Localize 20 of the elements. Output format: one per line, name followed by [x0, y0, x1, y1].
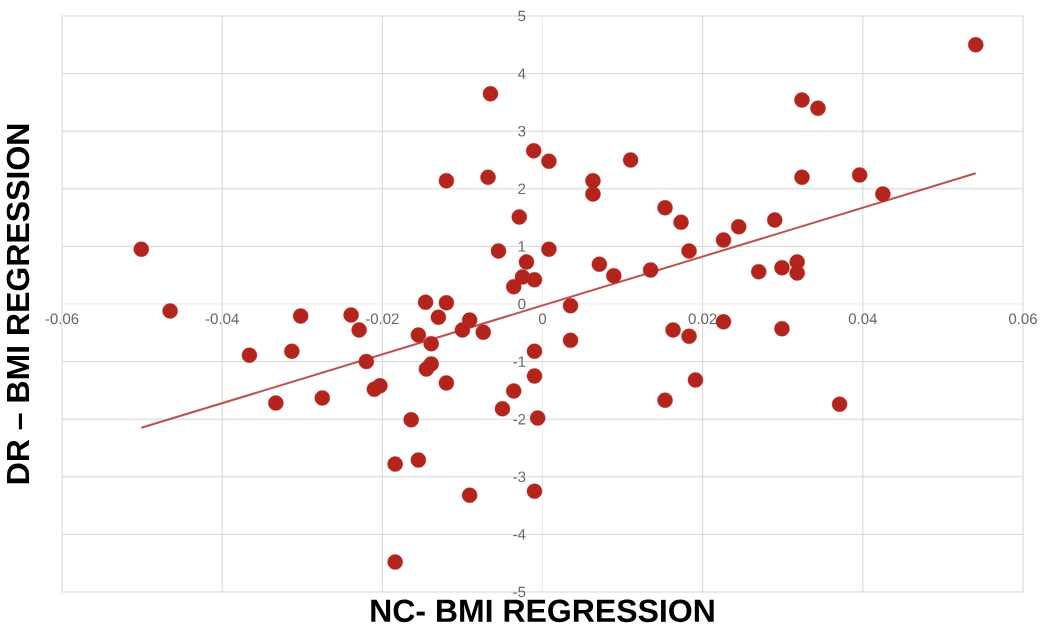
- y-axis-title: DR – BMI REGRESSION: [6, 124, 30, 484]
- y-tick-label: 3: [518, 125, 526, 137]
- y-tick-label: -4: [513, 529, 526, 540]
- x-tick-label: -0.02: [365, 313, 399, 325]
- x-tick-label: 0.04: [848, 313, 877, 325]
- x-tick-label: 0: [538, 313, 547, 325]
- y-tick-label: -1: [513, 356, 526, 367]
- x-tick-label: 0.02: [688, 313, 717, 325]
- y-tick-label: 5: [518, 10, 526, 22]
- y-tick-label: 1: [518, 241, 526, 252]
- y-tick-label: -3: [513, 471, 526, 483]
- x-tick-label: -0.04: [205, 313, 239, 325]
- x-tick-label: 0.06: [1008, 313, 1037, 325]
- y-tick-label: -2: [513, 413, 526, 425]
- y-tick-label: 0: [518, 298, 526, 310]
- x-tick-label: -0.06: [45, 313, 79, 325]
- y-tick-label: 4: [517, 68, 526, 79]
- y-tick-label: -5: [513, 586, 526, 598]
- y-tick-label: 2: [518, 183, 526, 195]
- x-axis-title: NC- BMI REGRESSION: [371, 599, 714, 623]
